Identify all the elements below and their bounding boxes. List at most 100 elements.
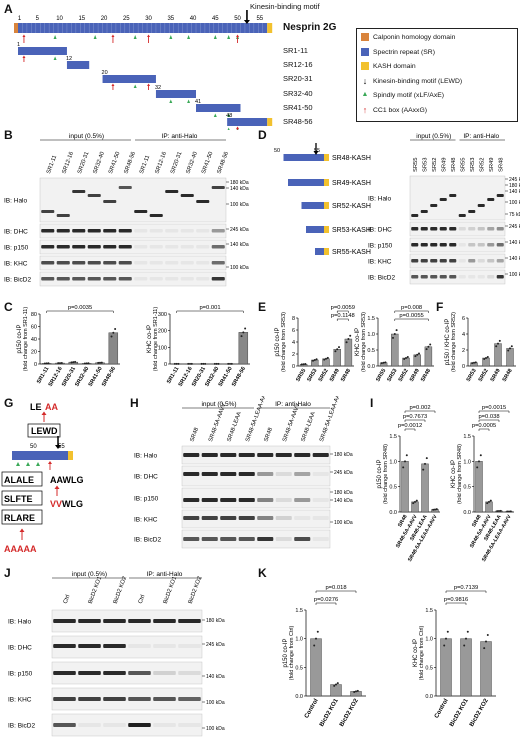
- blot-band: [238, 498, 255, 502]
- blot-band: [103, 619, 126, 623]
- blot-band: [411, 275, 419, 279]
- construct-diagrams-d: SR48-KASH SR49-KASH SR52-KASH SR53-KASH SR55…: [274, 143, 371, 256]
- lane-label-sr48-5a-aavv: SR48-5A-AAVV: [282, 402, 302, 442]
- blot-band: [238, 472, 255, 476]
- blot-band: [180, 245, 194, 249]
- blot-label-ib-khc: IB: KHC: [4, 261, 28, 268]
- construct-bar-sr52-kash: [301, 202, 324, 209]
- panel-label-g: G: [4, 396, 14, 410]
- data-point: [495, 345, 498, 348]
- data-point: [72, 361, 75, 364]
- y-axis-label: KHC co-IP: [355, 328, 361, 356]
- y-tick-label-0-5: 0.5: [425, 665, 433, 671]
- group-input-label: input (0.5%): [69, 133, 104, 140]
- lane-label-sr48-leaa: SR48-LEAA: [300, 411, 316, 443]
- y-tick-label-60: 60: [31, 325, 37, 331]
- bar-sr48: [401, 461, 409, 513]
- lane-label-bicd2-ko1: BicD2 KO1: [88, 576, 103, 605]
- x-label-sr55: SR55: [375, 368, 387, 383]
- blot-band: [411, 227, 419, 231]
- blot-band: [411, 243, 419, 247]
- blot-label-ib-p150: IB: p150: [8, 671, 33, 678]
- data-point: [187, 362, 190, 365]
- blot-band: [153, 671, 176, 675]
- domain-tick-20: 20: [101, 16, 108, 22]
- data-point: [486, 356, 489, 359]
- data-point: [229, 362, 231, 365]
- data-point: [227, 362, 230, 365]
- bar-sr48: [344, 338, 353, 367]
- marker-label-180-kda: 180 kDa: [334, 490, 353, 496]
- blot-label-ib-halo: IB: Halo: [8, 619, 32, 626]
- blot-band: [149, 245, 163, 249]
- blot-band: [294, 453, 311, 457]
- blot-band: [78, 723, 101, 727]
- x-label-sr52: SR52: [398, 368, 410, 383]
- group-ip-label: IP: anti-Halo: [147, 571, 183, 578]
- seq-lewd-box: [27, 423, 61, 438]
- data-point: [190, 362, 193, 365]
- y-tick-label-200: 200: [158, 329, 167, 335]
- data-point: [509, 347, 511, 350]
- kinesin-motif-arrowhead: [243, 20, 250, 24]
- data-point: [338, 346, 340, 349]
- data-point: [313, 359, 316, 361]
- blot-band: [178, 619, 201, 623]
- lane-label-sr20-31: SR20-31: [77, 151, 90, 175]
- blot-band: [420, 259, 428, 263]
- data-point: [422, 468, 425, 471]
- marker-label-100-kda: 100 kDa: [334, 520, 353, 526]
- y-tick-label-0-5: 0.5: [389, 485, 397, 491]
- blot-band: [220, 472, 237, 476]
- blot-band: [496, 194, 504, 197]
- construct-kash-sr48-56: [267, 118, 273, 126]
- marker-label-100-kda: 100 kDa: [230, 202, 249, 208]
- data-point: [485, 357, 487, 359]
- blot-band: [183, 516, 200, 520]
- blot-band: [53, 697, 76, 701]
- blot-band: [430, 259, 438, 263]
- blot-band: [477, 259, 485, 263]
- blot-strip-ib-bicd2: [409, 269, 506, 285]
- data-point: [189, 362, 191, 365]
- x-label-sr48: SR48: [397, 514, 409, 528]
- blot-band: [153, 619, 176, 623]
- construct-label-sr20-31: SR20-31: [283, 74, 313, 83]
- data-point: [244, 327, 247, 330]
- marker-label-245-kda: 245 kDa: [509, 177, 520, 183]
- lane-label-sr49: SR49: [489, 157, 495, 172]
- data-point: [57, 362, 60, 365]
- data-point: [177, 362, 180, 365]
- spindly-motif-marker: [133, 35, 137, 39]
- blot-strip-ib-p150: [39, 239, 227, 255]
- y-tick-label-0-0: 0.0: [389, 510, 397, 516]
- blot-band: [496, 243, 504, 247]
- blot-label-ib-dhc: IB: DHC: [368, 227, 392, 234]
- construct-start-sr12-16: 12: [66, 56, 72, 62]
- blot-band: [487, 243, 495, 247]
- construct-label-sr48-56: SR48-56: [283, 117, 313, 126]
- y-tick-label-0: 0: [462, 364, 465, 370]
- lane-label-ctrl: Ctrl: [63, 594, 72, 605]
- motif-rlare: RLARE: [4, 513, 35, 523]
- bar-sr53: [391, 333, 399, 367]
- x-label-sr48: SR48: [420, 368, 432, 383]
- spindly-motif-marker: [227, 113, 231, 117]
- domain-tick-35: 35: [167, 16, 174, 22]
- blot-label-ib-p150: IB: p150: [368, 243, 393, 250]
- x-label-control: Control: [304, 698, 320, 720]
- blot-band: [165, 190, 179, 193]
- p-value-p-0-0015: p=0.0015: [482, 405, 506, 411]
- data-point: [489, 499, 492, 502]
- blot-band: [149, 277, 163, 281]
- blot-band: [449, 194, 457, 197]
- data-point: [70, 361, 73, 364]
- marker-label-140-kda: 140 kDa: [206, 674, 225, 680]
- blot-band: [128, 723, 151, 727]
- y-tick-label-1-5: 1.5: [367, 316, 375, 322]
- blot-band: [201, 453, 218, 457]
- blot-band: [103, 644, 126, 648]
- data-point: [356, 689, 359, 692]
- motif-box-rlare: [1, 509, 43, 525]
- blot-band: [430, 275, 438, 279]
